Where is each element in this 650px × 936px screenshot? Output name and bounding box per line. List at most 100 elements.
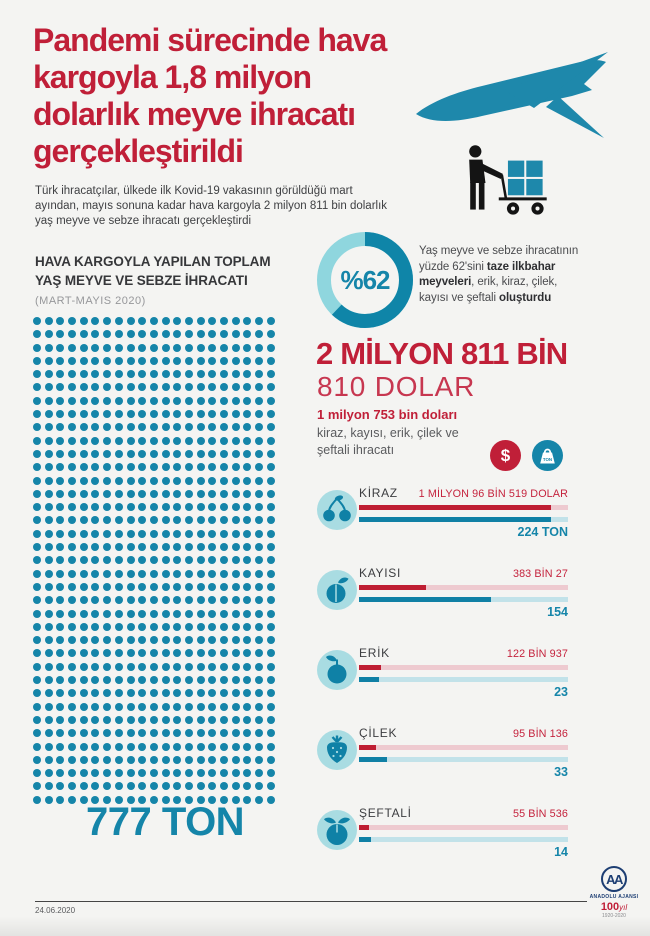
- peach-icon: [317, 810, 357, 850]
- ton-dot: [243, 596, 252, 605]
- ton-dot: [103, 436, 112, 445]
- ton-dot: [196, 503, 205, 512]
- ton-dot: [208, 330, 217, 339]
- ton-dot: [103, 649, 112, 658]
- ton-dot: [79, 543, 88, 552]
- ton-dot: [33, 755, 41, 764]
- ton-dot: [103, 463, 112, 472]
- ton-dot: [231, 476, 240, 485]
- ton-dot: [266, 356, 275, 365]
- ton-dot: [126, 463, 135, 472]
- donut-desc-bold: oluşturdu: [499, 291, 552, 304]
- ton-dot: [126, 543, 135, 552]
- ton-dot: [79, 636, 88, 645]
- ton-dot: [161, 396, 170, 405]
- ton-dot: [184, 569, 193, 578]
- ton-dot: [126, 755, 135, 764]
- ton-dot: [138, 742, 147, 751]
- ton-dot: [91, 343, 100, 352]
- ton-dot: [138, 636, 147, 645]
- ton-dot: [173, 370, 182, 379]
- ton-dot: [149, 396, 158, 405]
- ton-dot: [56, 463, 65, 472]
- donut-arc: [317, 232, 413, 328]
- ton-dot: [255, 410, 264, 419]
- ton-dot: [255, 636, 264, 645]
- ton-dot: [208, 410, 217, 419]
- ton-dot: [255, 582, 264, 591]
- ton-dot: [149, 436, 158, 445]
- ton-dot: [173, 729, 182, 738]
- ton-dot: [220, 410, 228, 419]
- ton-dot: [231, 769, 240, 778]
- ton-dot: [56, 489, 65, 498]
- ton-dot: [161, 702, 170, 711]
- ton-dot: [173, 436, 182, 445]
- ton-dot: [196, 543, 205, 552]
- ton-dot: [126, 383, 135, 392]
- ton-dot: [91, 582, 100, 591]
- ton-dot: [114, 649, 123, 658]
- ton-dot: [91, 729, 100, 738]
- ton-dot: [231, 755, 240, 764]
- ton-dot: [79, 489, 88, 498]
- ton-dot: [33, 662, 41, 671]
- ton-dot: [68, 742, 77, 751]
- ton-dot: [196, 609, 205, 618]
- ton-dot: [255, 423, 264, 432]
- ton-dot: [103, 715, 112, 724]
- ton-dot: [196, 689, 205, 698]
- ton-dot: [68, 636, 77, 645]
- ton-dot: [91, 622, 100, 631]
- fruit-dollar-value: 95 BİN 136: [512, 728, 568, 740]
- ton-dot: [243, 769, 252, 778]
- ton-dot: [196, 662, 205, 671]
- ton-dot: [68, 769, 77, 778]
- ton-dot: [138, 609, 147, 618]
- ton-dot: [79, 356, 88, 365]
- dollar-bar-track: [359, 665, 568, 670]
- ton-dot: [68, 330, 77, 339]
- ton-dot: [255, 529, 264, 538]
- ton-dot: [91, 782, 100, 791]
- ton-dot: [56, 636, 65, 645]
- ton-dot: [126, 569, 135, 578]
- ton-dot: [33, 715, 41, 724]
- fruit-name: ÇİLEK: [359, 726, 398, 740]
- ton-dot: [243, 410, 252, 419]
- ton-dot: [68, 649, 77, 658]
- ton-dot: [231, 489, 240, 498]
- ton-dot: [220, 609, 228, 618]
- ton-dot: [149, 370, 158, 379]
- agency-name: ANADOLU AJANSI: [589, 894, 639, 900]
- ton-dot: [149, 689, 158, 698]
- ton-dot: [173, 317, 182, 325]
- ton-dot: [126, 436, 135, 445]
- ton-dot: [231, 649, 240, 658]
- ton-dot: [91, 317, 100, 325]
- ton-dot: [103, 489, 112, 498]
- ton-dot: [220, 356, 228, 365]
- ton-dot: [231, 370, 240, 379]
- ton-dot: [231, 609, 240, 618]
- ton-dot: [208, 782, 217, 791]
- ton-dot: [196, 782, 205, 791]
- ton-dot: [149, 609, 158, 618]
- ton-dot: [220, 396, 228, 405]
- ton-dot: [149, 782, 158, 791]
- page-subtitle: Türk ihracatçılar, ülkede ilk Kovid-19 v…: [35, 185, 388, 227]
- ton-legend-text: TON: [543, 457, 552, 462]
- ton-dot: [126, 715, 135, 724]
- ton-dot: [196, 715, 205, 724]
- ton-dot: [208, 356, 217, 365]
- ton-dot: [91, 516, 100, 525]
- ton-dot: [44, 463, 53, 472]
- ton-dot: [184, 410, 193, 419]
- ton-dot: [149, 662, 158, 671]
- ton-dot: [56, 755, 65, 764]
- ton-dot: [56, 410, 65, 419]
- ton-dot: [266, 729, 275, 738]
- ton-dot: [255, 569, 264, 578]
- ton-dot: [103, 755, 112, 764]
- ton-dot: [220, 795, 228, 804]
